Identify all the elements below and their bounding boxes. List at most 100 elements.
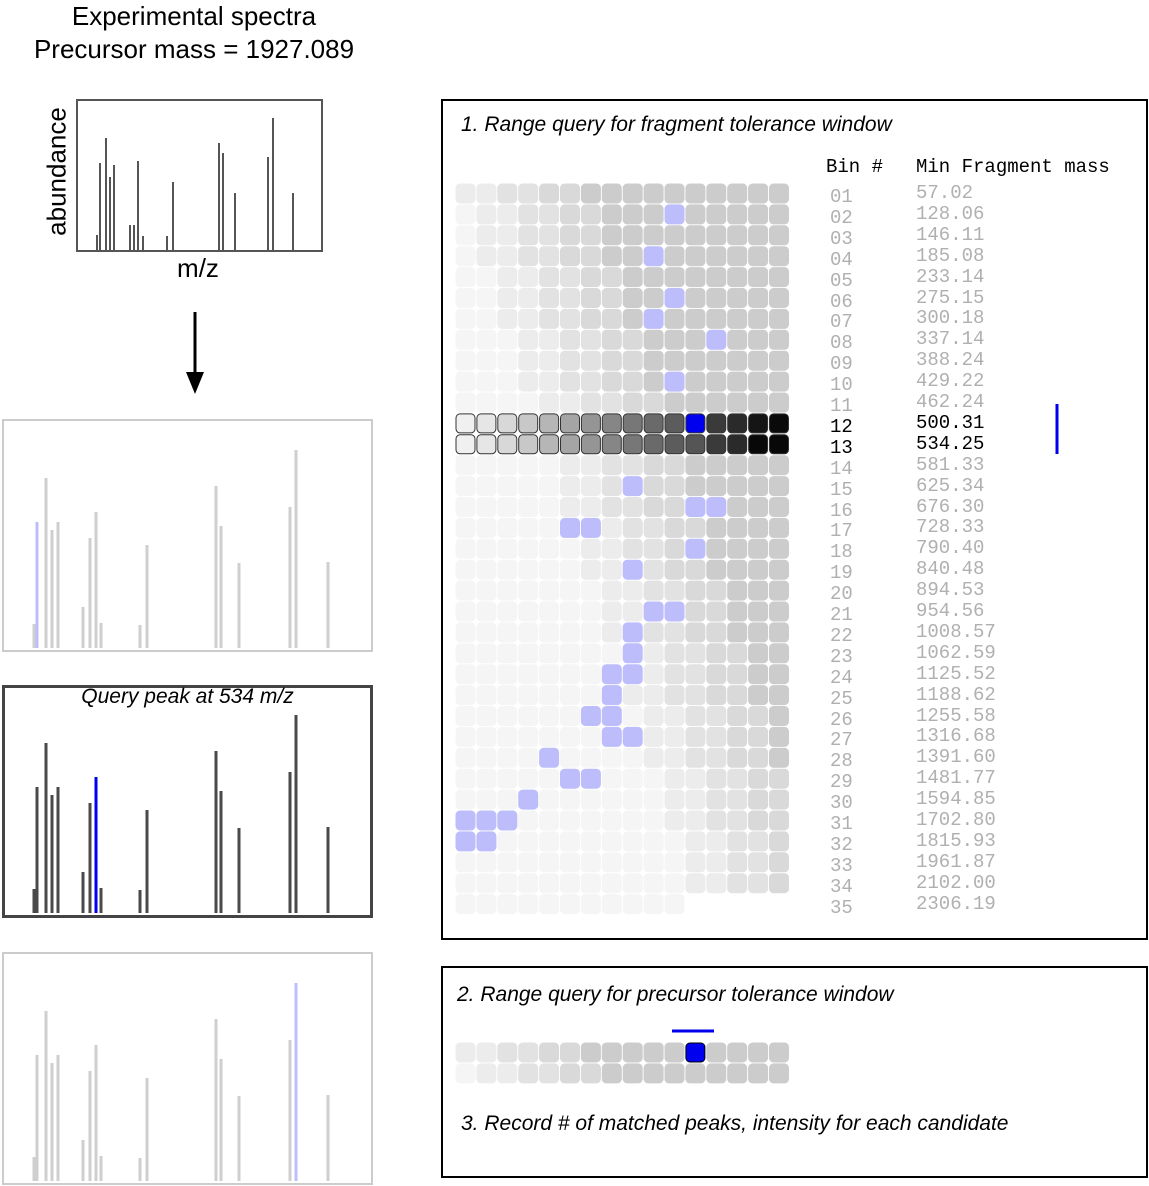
bin-cell: [497, 246, 518, 267]
bin-cell: [727, 392, 748, 413]
bin-cell: [518, 873, 539, 894]
bin-cell: [455, 831, 476, 852]
bin-cell: [560, 789, 580, 810]
bin-cell: [518, 622, 539, 643]
bin-cell: [601, 413, 622, 434]
bin-cell: [497, 768, 518, 789]
bin-cell: [580, 204, 601, 225]
bin-cell: [455, 517, 476, 538]
precursor-cell: [580, 1042, 601, 1063]
bin-cell: [727, 183, 748, 204]
min-fragment-mass: 185.08: [916, 244, 985, 267]
bin-cell: [706, 225, 727, 246]
bin-cell: [727, 371, 748, 392]
bin-number: 30: [830, 792, 853, 815]
bin-cell: [455, 894, 476, 915]
min-fragment-mass: 840.48: [916, 558, 985, 581]
bin-cell: [643, 706, 664, 726]
bin-cell: [580, 267, 601, 288]
bin-cell: [664, 288, 685, 308]
bin-cell: [518, 308, 539, 329]
bin-cell: [580, 183, 601, 204]
bin-cell: [518, 538, 539, 559]
bin-cell: [748, 434, 769, 455]
bin-number: 18: [830, 541, 853, 564]
bin-cell: [727, 538, 748, 559]
bin-cell: [497, 685, 518, 706]
bin-cell: [580, 789, 601, 810]
bin-cell: [664, 476, 685, 497]
bin-cell: [455, 789, 476, 810]
bin-cell: [727, 643, 748, 664]
bin-cell: [685, 225, 706, 246]
bin-cell: [685, 768, 706, 789]
bin-cell: [769, 726, 789, 747]
bin-cell: [727, 476, 748, 497]
bin-cell: [580, 622, 601, 643]
bin-cell: [664, 225, 685, 246]
precursor-cell: [685, 1042, 706, 1063]
bin-cell: [664, 664, 685, 685]
step3-title: 3. Record # of matched peaks, intensity …: [461, 1112, 1009, 1135]
bin-cell: [497, 622, 518, 643]
bin-cell: [476, 225, 497, 246]
bin-cell: [580, 747, 601, 768]
bin-cell: [727, 559, 748, 580]
bin-cell: [601, 726, 622, 747]
bin-cell: [643, 497, 664, 517]
bin-cell: [643, 538, 664, 559]
precursor-cell: [643, 1063, 664, 1084]
bin-cell: [664, 706, 685, 726]
bin-cell: [727, 329, 748, 350]
bin-cell: [560, 685, 580, 706]
bin-cell: [476, 413, 497, 434]
bin-cell: [601, 183, 622, 204]
bin-cell: [476, 308, 497, 329]
bin-cell: [643, 434, 664, 455]
bin-cell: [622, 580, 643, 601]
bin-cell: [455, 329, 476, 350]
bin-cell: [769, 204, 789, 225]
bin-cell: [748, 183, 769, 204]
bin-cell: [769, 225, 789, 246]
bin-cell: [643, 204, 664, 225]
bin-cell: [727, 308, 748, 329]
bin-cell: [455, 706, 476, 726]
bin-cell: [685, 371, 706, 392]
bin-cell: [769, 559, 789, 580]
bin-number: 25: [830, 687, 853, 710]
precursor-cell: [455, 1042, 476, 1063]
bin-cell: [455, 622, 476, 643]
bin-cell: [748, 726, 769, 747]
bin-cell: [622, 685, 643, 706]
bin-cell: [748, 643, 769, 664]
bin-cell: [685, 706, 706, 726]
bin-number: 03: [830, 227, 853, 250]
precursor-cell: [769, 1042, 789, 1063]
bin-cell: [497, 329, 518, 350]
bin-cell: [727, 246, 748, 267]
bin-cell: [601, 329, 622, 350]
min-fragment-mass: 790.40: [916, 537, 985, 560]
bin-cell: [560, 706, 580, 726]
bin-cell: [643, 455, 664, 476]
bin-cell: [601, 559, 622, 580]
bin-cell: [685, 747, 706, 768]
bin-cell: [518, 685, 539, 706]
bin-number: 26: [830, 708, 853, 731]
bin-number: 09: [830, 353, 853, 376]
bin-cell: [455, 852, 476, 873]
bin-cell: [455, 873, 476, 894]
bin-cell: [539, 559, 560, 580]
bin-cell: [580, 894, 601, 915]
bin-cell: [748, 329, 769, 350]
bin-cell: [560, 246, 580, 267]
bin-cell: [664, 329, 685, 350]
min-fragment-mass: 2102.00: [916, 871, 996, 894]
bin-cell: [539, 622, 560, 643]
bin-cell: [518, 789, 539, 810]
precursor-cell: [601, 1063, 622, 1084]
bin-cell: [560, 580, 580, 601]
bin-cell: [455, 392, 476, 413]
bin-cell: [580, 601, 601, 622]
